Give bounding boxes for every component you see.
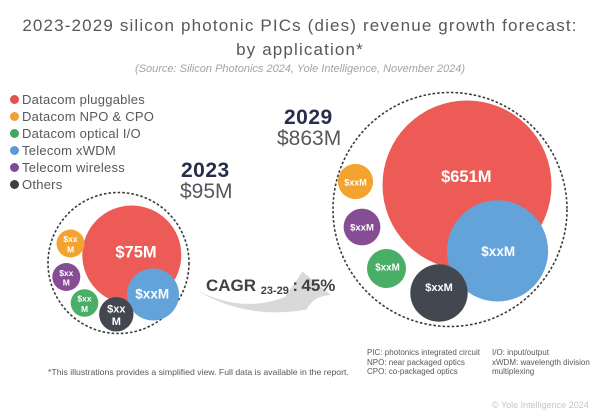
svg-text:$651M: $651M: [441, 168, 491, 186]
svg-text:$xx: $xx: [77, 294, 91, 304]
svg-text:M: M: [63, 278, 70, 288]
svg-text:$xxM: $xxM: [350, 223, 374, 234]
svg-text:$xxM: $xxM: [481, 244, 515, 259]
svg-text:M: M: [67, 245, 74, 255]
svg-text:$xxM: $xxM: [425, 282, 453, 294]
svg-text:$xxM: $xxM: [344, 177, 367, 187]
svg-text:$xx: $xx: [59, 268, 73, 278]
svg-text:$xxM: $xxM: [375, 263, 400, 274]
svg-text:$xx: $xx: [63, 234, 77, 244]
svg-text:M: M: [112, 316, 121, 328]
svg-text:$xxM: $xxM: [135, 287, 169, 302]
svg-text:$xx: $xx: [107, 304, 126, 316]
svg-text:M: M: [81, 304, 88, 314]
svg-text:$75M: $75M: [115, 244, 156, 262]
